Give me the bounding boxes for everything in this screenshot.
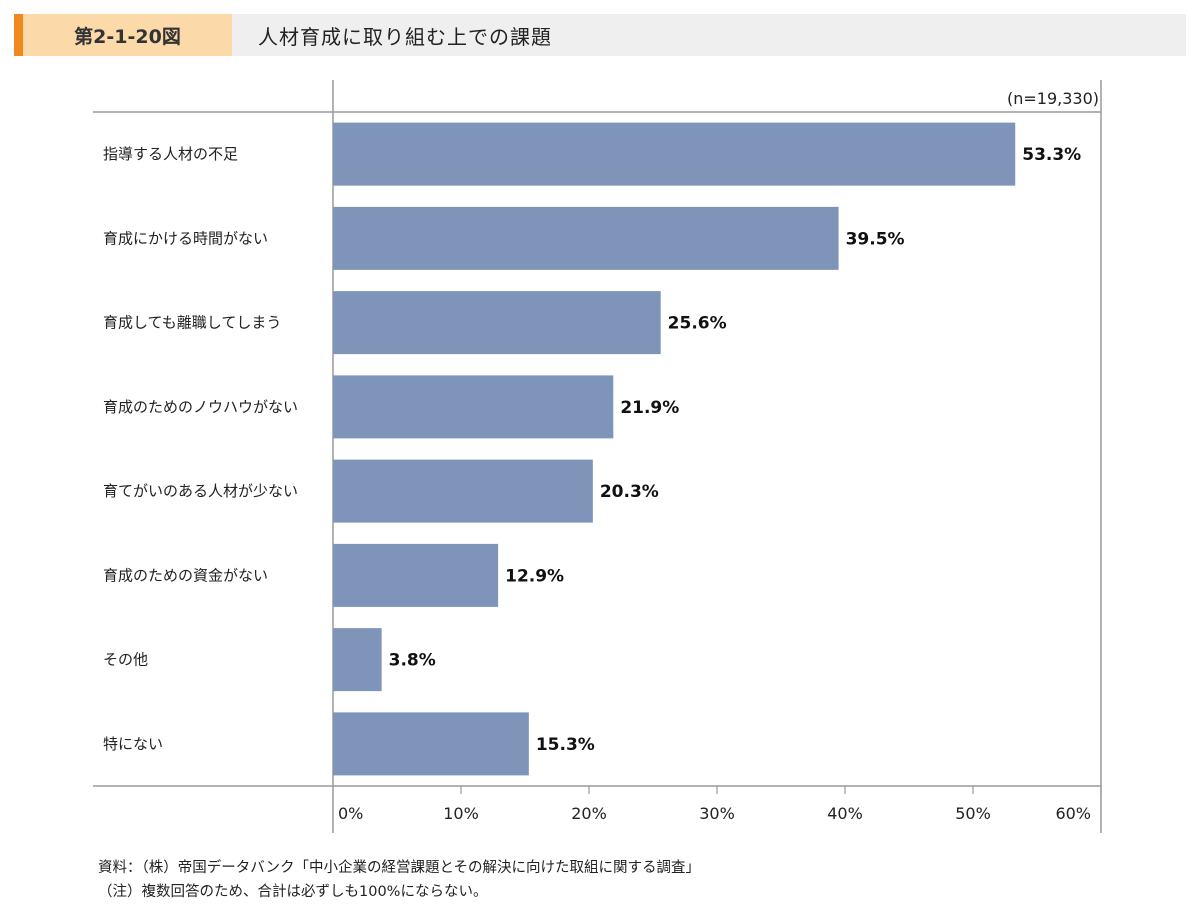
tick-label: 20% — [571, 804, 607, 823]
bar — [333, 712, 529, 776]
category-labels: 指導する人材の不足育成にかける時間がない育成しても離職してしまう育成のためのノウ… — [103, 145, 298, 753]
data-label: 21.9% — [620, 398, 679, 418]
x-axis-ticks: 0% 10% 20% 30% 40% 50% 60% — [338, 786, 1102, 823]
sample-size-label: (n=19,330) — [1007, 89, 1099, 108]
value-labels: 53.3% 39.5% 25.6% 21.9% 20.3% 12.9% 3.8% 15.3% — [389, 145, 1082, 755]
chart-frame — [93, 80, 1102, 833]
bar — [333, 628, 382, 692]
category-label: その他 — [103, 651, 148, 669]
data-label: 25.6% — [668, 314, 727, 334]
category-label: 育成のためのノウハウがない — [103, 398, 298, 416]
data-label: 20.3% — [600, 482, 659, 502]
bar — [333, 459, 593, 523]
tick-label: 60% — [1055, 804, 1091, 823]
data-label: 15.3% — [536, 735, 595, 755]
footnote: （注）複数回答のため、合計は必ずしも100%にならない。 — [98, 884, 488, 900]
bar — [333, 291, 661, 355]
data-label: 12.9% — [505, 566, 564, 586]
bar — [333, 122, 1016, 186]
figure-title: 人材育成に取り組む上での課題 — [258, 24, 552, 49]
tick-label: 10% — [443, 804, 479, 823]
bar — [333, 206, 839, 270]
category-label: 育成にかける時間がない — [103, 229, 268, 247]
category-label: 育成のための資金がない — [103, 566, 268, 584]
category-label: 育てがいのある人材が少ない — [103, 482, 298, 500]
bar — [333, 543, 499, 607]
source-notes: 資料：（株）帝国データバンク「中小企業の経営課題とその解決に向けた取組に関する調… — [98, 856, 700, 904]
data-label: 53.3% — [1022, 145, 1081, 165]
header-accent-bar — [14, 14, 23, 56]
figure-number: 第2-1-20図 — [23, 14, 232, 56]
category-label: 育成しても離職してしまう — [103, 314, 281, 332]
category-label: 特にない — [103, 735, 163, 753]
source-note: 資料：（株）帝国データバンク「中小企業の経営課題とその解決に向けた取組に関する調… — [98, 860, 701, 876]
data-label: 39.5% — [846, 229, 905, 249]
bar — [333, 375, 614, 439]
bar-series — [333, 122, 1016, 776]
figure-header: 第2-1-20図 人材育成に取り組む上での課題 — [14, 14, 1186, 56]
bar-chart: 指導する人材の不足育成にかける時間がない育成しても離職してしまう育成のためのノウ… — [93, 80, 1102, 833]
tick-label: 30% — [699, 804, 735, 823]
tick-label: 0% — [338, 804, 363, 823]
data-label: 3.8% — [389, 651, 436, 671]
category-label: 指導する人材の不足 — [103, 145, 238, 163]
tick-label: 40% — [827, 804, 863, 823]
tick-label: 50% — [955, 804, 991, 823]
